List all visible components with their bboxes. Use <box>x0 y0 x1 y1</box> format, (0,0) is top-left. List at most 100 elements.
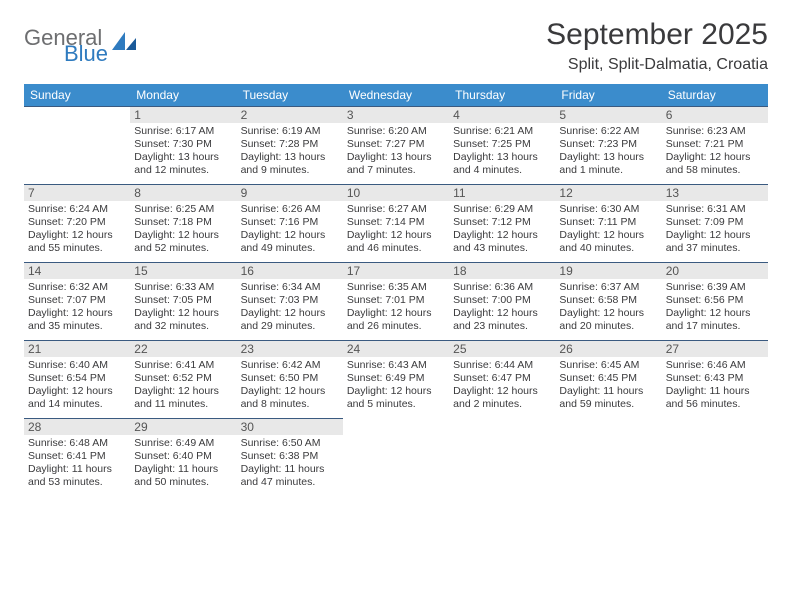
sun-line: Sunrise: 6:46 AM <box>666 359 764 372</box>
sun-line: Sunrise: 6:20 AM <box>347 125 445 138</box>
sun-line: and 11 minutes. <box>134 398 232 411</box>
sun-line: Sunrise: 6:19 AM <box>241 125 339 138</box>
day-cell: 13Sunrise: 6:31 AMSunset: 7:09 PMDayligh… <box>662 184 768 262</box>
sun-line: Daylight: 13 hours <box>241 151 339 164</box>
sun-line: Sunrise: 6:50 AM <box>241 437 339 450</box>
sun-line: and 55 minutes. <box>28 242 126 255</box>
sun-line: and 56 minutes. <box>666 398 764 411</box>
sun-line: Daylight: 12 hours <box>666 151 764 164</box>
day-cell: 21Sunrise: 6:40 AMSunset: 6:54 PMDayligh… <box>24 340 130 418</box>
sun-line: Daylight: 13 hours <box>134 151 232 164</box>
sun-line: Sunset: 7:28 PM <box>241 138 339 151</box>
day-number: 25 <box>449 341 555 357</box>
sun-line: Sunrise: 6:21 AM <box>453 125 551 138</box>
day-number: 21 <box>24 341 130 357</box>
day-cell: 23Sunrise: 6:42 AMSunset: 6:50 PMDayligh… <box>237 340 343 418</box>
day-of-week-header: Saturday <box>662 84 768 106</box>
sun-line: Sunset: 7:14 PM <box>347 216 445 229</box>
sun-line: Sunset: 6:43 PM <box>666 372 764 385</box>
sun-line: Daylight: 11 hours <box>666 385 764 398</box>
day-of-week-header: Tuesday <box>237 84 343 106</box>
sun-line: Sunrise: 6:26 AM <box>241 203 339 216</box>
sun-line: and 2 minutes. <box>453 398 551 411</box>
day-of-week-header: Friday <box>555 84 661 106</box>
sun-line: Sunset: 7:25 PM <box>453 138 551 151</box>
sun-line: and 20 minutes. <box>559 320 657 333</box>
day-number: 18 <box>449 263 555 279</box>
sun-line: and 12 minutes. <box>134 164 232 177</box>
sun-line: Sunset: 7:20 PM <box>28 216 126 229</box>
day-cell: 30Sunrise: 6:50 AMSunset: 6:38 PMDayligh… <box>237 418 343 496</box>
day-cell: 16Sunrise: 6:34 AMSunset: 7:03 PMDayligh… <box>237 262 343 340</box>
sun-line: and 1 minute. <box>559 164 657 177</box>
sun-line: Daylight: 12 hours <box>28 385 126 398</box>
title-block: September 2025 Split, Split-Dalmatia, Cr… <box>546 18 768 74</box>
day-cell: 3Sunrise: 6:20 AMSunset: 7:27 PMDaylight… <box>343 106 449 184</box>
day-cell: 2Sunrise: 6:19 AMSunset: 7:28 PMDaylight… <box>237 106 343 184</box>
sun-line: and 7 minutes. <box>347 164 445 177</box>
sun-line: Sunrise: 6:44 AM <box>453 359 551 372</box>
sun-line: Sunset: 6:47 PM <box>453 372 551 385</box>
sun-line: Sunrise: 6:33 AM <box>134 281 232 294</box>
sun-line: Sunrise: 6:49 AM <box>134 437 232 450</box>
sun-line: and 59 minutes. <box>559 398 657 411</box>
day-number: 19 <box>555 263 661 279</box>
day-cell: 22Sunrise: 6:41 AMSunset: 6:52 PMDayligh… <box>130 340 236 418</box>
sun-line: Sunset: 7:07 PM <box>28 294 126 307</box>
day-cell: 8Sunrise: 6:25 AMSunset: 7:18 PMDaylight… <box>130 184 236 262</box>
sun-line: Sunset: 6:38 PM <box>241 450 339 463</box>
day-of-week-header: Monday <box>130 84 236 106</box>
sun-line: Daylight: 13 hours <box>453 151 551 164</box>
sun-line: Sunrise: 6:23 AM <box>666 125 764 138</box>
day-number: 23 <box>237 341 343 357</box>
logo-text: General Blue <box>24 28 108 64</box>
sun-line: Daylight: 12 hours <box>347 307 445 320</box>
sun-line: Sunrise: 6:41 AM <box>134 359 232 372</box>
sun-line: Sunset: 6:50 PM <box>241 372 339 385</box>
sun-line: and 23 minutes. <box>453 320 551 333</box>
day-cell: 25Sunrise: 6:44 AMSunset: 6:47 PMDayligh… <box>449 340 555 418</box>
day-number: 7 <box>24 185 130 201</box>
sun-line: Sunset: 6:45 PM <box>559 372 657 385</box>
sun-line: Sunset: 7:03 PM <box>241 294 339 307</box>
day-number: 24 <box>343 341 449 357</box>
sun-line: and 40 minutes. <box>559 242 657 255</box>
day-cell: 12Sunrise: 6:30 AMSunset: 7:11 PMDayligh… <box>555 184 661 262</box>
sun-line: Sunset: 6:52 PM <box>134 372 232 385</box>
day-cell: 10Sunrise: 6:27 AMSunset: 7:14 PMDayligh… <box>343 184 449 262</box>
sun-line: Daylight: 12 hours <box>666 229 764 242</box>
day-of-week-header: Sunday <box>24 84 130 106</box>
day-number: 22 <box>130 341 236 357</box>
sun-line: and 32 minutes. <box>134 320 232 333</box>
sun-line: and 58 minutes. <box>666 164 764 177</box>
day-number: 14 <box>24 263 130 279</box>
sun-line: and 8 minutes. <box>241 398 339 411</box>
sun-line: Daylight: 12 hours <box>28 229 126 242</box>
sun-line: Daylight: 12 hours <box>347 229 445 242</box>
sun-line: Sunrise: 6:43 AM <box>347 359 445 372</box>
sun-line: and 4 minutes. <box>453 164 551 177</box>
sun-line: and 29 minutes. <box>241 320 339 333</box>
day-number: 29 <box>130 419 236 435</box>
sun-line: Sunset: 7:00 PM <box>453 294 551 307</box>
sun-line: Daylight: 12 hours <box>559 229 657 242</box>
day-cell: 19Sunrise: 6:37 AMSunset: 6:58 PMDayligh… <box>555 262 661 340</box>
sun-line: and 35 minutes. <box>28 320 126 333</box>
sun-line: Sunrise: 6:30 AM <box>559 203 657 216</box>
sun-line: Sunset: 7:01 PM <box>347 294 445 307</box>
sun-line: Sunset: 7:11 PM <box>559 216 657 229</box>
sun-line: Sunrise: 6:25 AM <box>134 203 232 216</box>
day-number: 27 <box>662 341 768 357</box>
day-number: 26 <box>555 341 661 357</box>
day-cell: 11Sunrise: 6:29 AMSunset: 7:12 PMDayligh… <box>449 184 555 262</box>
sun-line: Sunrise: 6:35 AM <box>347 281 445 294</box>
day-number: 16 <box>237 263 343 279</box>
day-number: 10 <box>343 185 449 201</box>
sun-line: Daylight: 12 hours <box>241 307 339 320</box>
sun-line: and 47 minutes. <box>241 476 339 489</box>
month-title: September 2025 <box>546 18 768 52</box>
day-number: 28 <box>24 419 130 435</box>
sun-line: Sunset: 7:12 PM <box>453 216 551 229</box>
day-cell: 24Sunrise: 6:43 AMSunset: 6:49 PMDayligh… <box>343 340 449 418</box>
sun-line: Daylight: 13 hours <box>559 151 657 164</box>
